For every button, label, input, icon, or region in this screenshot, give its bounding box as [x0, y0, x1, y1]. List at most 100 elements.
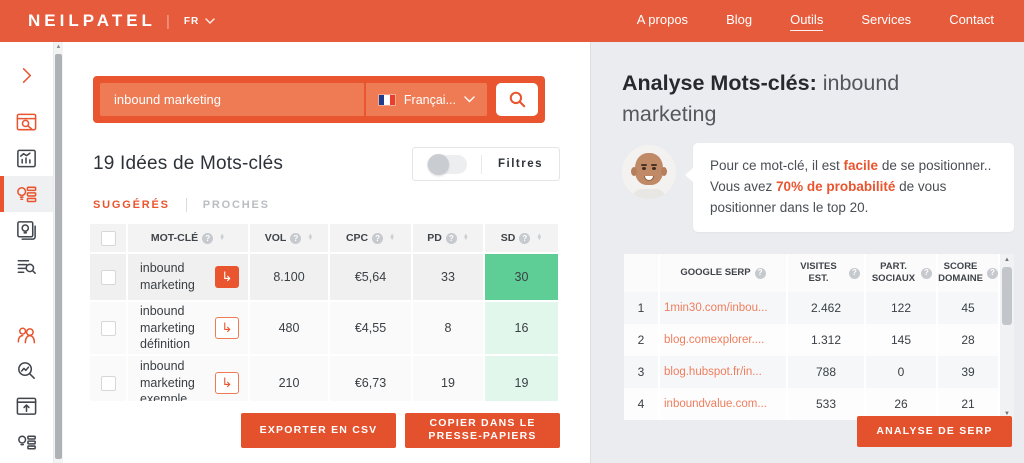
keyword-label[interactable]: inbound marketing définition — [140, 303, 195, 352]
scrollbar-down-arrow-icon[interactable]: ▼ — [1004, 411, 1010, 418]
tab-suggeres[interactable]: SUGGÉRÉS — [93, 199, 170, 211]
serp-link[interactable]: blog.hubspot.fr/in... — [664, 366, 762, 379]
keyword-row: inbound marketing définition ↳ 480 €4,55 … — [90, 302, 560, 356]
nav-a-propos[interactable]: A propos — [636, 12, 689, 27]
filters-toggle[interactable] — [413, 153, 482, 175]
chevron-down-icon — [205, 18, 215, 24]
nav-outils[interactable]: Outils — [790, 12, 824, 31]
row-checkbox[interactable] — [100, 375, 116, 391]
score-value: 28 — [938, 324, 1000, 357]
site-audit-icon — [16, 397, 37, 415]
advice-speech-bubble: Pour ce mot-clé, il est facile de se pos… — [685, 143, 1014, 233]
sidebar-item-seo-explorer[interactable] — [0, 248, 53, 284]
tab-divider — [185, 198, 187, 212]
keyword-ideas-icon — [17, 186, 37, 202]
sidebar-expand-button[interactable] — [0, 62, 53, 88]
serp-link[interactable]: 1min30.com/inbou... — [664, 302, 768, 315]
sidebar-item-keyword-ideas[interactable] — [0, 176, 53, 212]
sort-icon[interactable]: ▲ ▼ — [462, 232, 469, 242]
visits-value: 1.312 — [788, 324, 866, 357]
keyword-go-arrow-icon[interactable]: ↳ — [215, 372, 239, 394]
rank-tracking-icon — [18, 361, 35, 379]
help-icon[interactable]: ? — [290, 232, 302, 244]
sidebar-item-domain-overview[interactable] — [0, 104, 53, 140]
site-language-label: FR — [183, 15, 200, 27]
score-value: 39 — [938, 356, 1000, 389]
analyse-serp-button[interactable]: ANALYSE DE SERP — [857, 416, 1012, 447]
sort-icon[interactable]: ▲ ▼ — [219, 232, 226, 242]
pd-value: 33 — [413, 254, 485, 302]
col-cpc[interactable]: CPC? ▲ ▼ — [330, 224, 413, 254]
help-icon[interactable]: ? — [202, 232, 214, 244]
select-all-checkbox[interactable] — [100, 230, 116, 246]
row-checkbox[interactable] — [100, 320, 116, 336]
keyword-go-arrow-icon[interactable]: ↳ — [215, 266, 239, 288]
col-visites: VISITES EST.? — [788, 254, 866, 293]
scrollbar-thumb[interactable] — [55, 54, 62, 459]
page-scrollbar[interactable]: ▲ — [53, 42, 63, 463]
sidebar-item-content-ideas[interactable] — [0, 212, 53, 248]
keyword-ideas-panel: Françai... 19 Idées de Mots-clés Filtres… — [63, 42, 590, 463]
sidebar-item-rank-tracking[interactable] — [0, 352, 53, 388]
copy-clipboard-button[interactable]: COPIER DANS LE PRESSE-PAPIERS — [405, 412, 560, 448]
keyword-analysis-panel: Analyse Mots-clés: inbound marketing Pou… — [590, 42, 1024, 463]
visits-value: 788 — [788, 356, 866, 389]
col-vol[interactable]: VOL? ▲ ▼ — [250, 224, 330, 254]
filters-control: Filtres — [411, 147, 560, 181]
tab-proches[interactable]: PROCHES — [202, 199, 270, 211]
keyword-search-input[interactable] — [100, 83, 364, 116]
help-icon[interactable]: ? — [445, 232, 457, 244]
col-sd[interactable]: SD? ▲ ▼ — [485, 224, 560, 254]
rank-value: 4 — [624, 388, 660, 421]
keyword-tabs: SUGGÉRÉS PROCHES — [93, 198, 560, 212]
site-language-dropdown[interactable]: FR — [184, 16, 215, 27]
vol-value: 8.100 — [250, 254, 330, 302]
neil-patel-avatar — [622, 145, 676, 200]
col-pd[interactable]: PD? ▲ ▼ — [413, 224, 485, 254]
nav-blog[interactable]: Blog — [726, 12, 753, 27]
search-language-dropdown[interactable]: Françai... — [363, 83, 487, 116]
brand-logo[interactable]: NEILPATEL — [28, 11, 156, 30]
keyword-row: inbound marketing ↳ 8.100 €5,64 33 30 — [90, 254, 560, 302]
col-mot-cle[interactable]: MOT-CLÉ? ▲ ▼ — [128, 224, 250, 254]
sort-icon[interactable]: ▲ ▼ — [536, 232, 543, 242]
scrollbar-up-arrow-icon[interactable]: ▲ — [1004, 257, 1010, 264]
serp-table-scrollbar[interactable]: ▲ ▼ — [1000, 254, 1014, 421]
sd-value: 16 — [485, 302, 560, 356]
col-google-serp: GOOGLE SERP? — [660, 254, 788, 293]
col-rank — [624, 254, 660, 293]
export-csv-button[interactable]: EXPORTER EN CSV — [241, 412, 396, 448]
sidebar-item-site-audit[interactable] — [0, 388, 53, 424]
toggle-knob[interactable] — [427, 153, 449, 175]
help-icon[interactable]: ? — [986, 267, 998, 279]
serp-link[interactable]: blog.comexplorer.... — [664, 334, 765, 347]
row-checkbox[interactable] — [100, 269, 116, 285]
top-navigation: A propos Blog Outils Services Contact — [637, 12, 994, 31]
help-icon[interactable]: ? — [849, 267, 860, 279]
help-icon[interactable]: ? — [754, 267, 766, 279]
search-submit-button[interactable] — [496, 83, 538, 116]
serp-row: 2 blog.comexplorer.... 1.312 145 28 — [624, 324, 1000, 357]
sidebar-item-labs[interactable] — [0, 424, 53, 460]
serp-link[interactable]: inboundvalue.com... — [664, 398, 767, 411]
help-icon[interactable]: ? — [921, 267, 932, 279]
col-part-sociaux: PART. SOCIAUX? — [866, 254, 938, 293]
help-icon[interactable]: ? — [372, 232, 384, 244]
filters-label[interactable]: Filtres — [497, 158, 543, 170]
nav-contact[interactable]: Contact — [949, 12, 994, 27]
keyword-label[interactable]: inbound marketing — [140, 261, 195, 292]
keyword-ideas-title: 19 Idées de Mots-clés — [93, 153, 284, 174]
score-value: 21 — [938, 388, 1000, 421]
scrollbar-up-arrow-icon[interactable]: ▲ — [55, 44, 62, 50]
sort-icon[interactable]: ▲ ▼ — [389, 232, 396, 242]
help-icon[interactable]: ? — [519, 232, 531, 244]
keyword-go-arrow-icon[interactable]: ↳ — [215, 317, 239, 339]
sort-icon[interactable]: ▲ ▼ — [307, 232, 314, 242]
content-ideas-icon — [17, 220, 36, 240]
scrollbar-thumb[interactable] — [1002, 267, 1012, 326]
sidebar-item-traffic-analyzer[interactable] — [0, 140, 53, 176]
sidebar-item-backlinks[interactable] — [0, 316, 53, 352]
pd-value: 8 — [413, 302, 485, 356]
nav-services[interactable]: Services — [861, 12, 912, 27]
rank-value: 3 — [624, 356, 660, 389]
